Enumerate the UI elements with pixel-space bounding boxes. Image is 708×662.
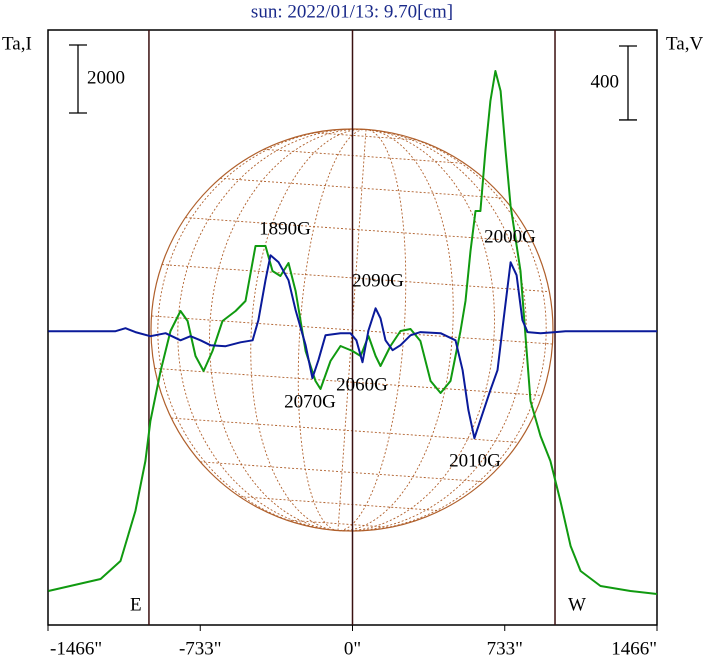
annotation: 2060G (336, 374, 388, 395)
annotation: 2090G (352, 270, 404, 291)
y-scale-bar-label: 2000 (87, 67, 125, 88)
parallel (313, 132, 418, 141)
meridian (157, 128, 547, 532)
y2-axis-label: Ta,V (666, 33, 703, 54)
x-tick-label: -733" (179, 638, 222, 659)
series-line (48, 254, 657, 440)
annotation: 2000G (484, 226, 536, 247)
parallel (200, 461, 484, 483)
parallel (220, 177, 504, 199)
y-axis-label: Ta,I (2, 33, 32, 54)
parallel (161, 264, 550, 293)
y2-scale-bar-label: 400 (591, 71, 620, 92)
series-line (48, 70, 658, 595)
meridian (209, 128, 495, 532)
parallel (286, 519, 391, 528)
east-label: E (130, 594, 142, 615)
x-tick-label: 1466" (611, 638, 657, 659)
parallel (239, 496, 441, 512)
annotation: 2070G (284, 391, 336, 412)
parallel (263, 148, 465, 164)
chart-title: sun: 2022/01/13: 9.70[cm] (251, 1, 453, 22)
annotation: 1890G (259, 218, 311, 239)
x-tick-label: -1466" (50, 638, 102, 659)
annotation: 2010G (449, 450, 501, 471)
west-label: W (568, 594, 586, 615)
x-tick-label: 733" (487, 638, 523, 659)
parallel (154, 367, 543, 396)
x-tick-label: 0" (344, 638, 361, 659)
